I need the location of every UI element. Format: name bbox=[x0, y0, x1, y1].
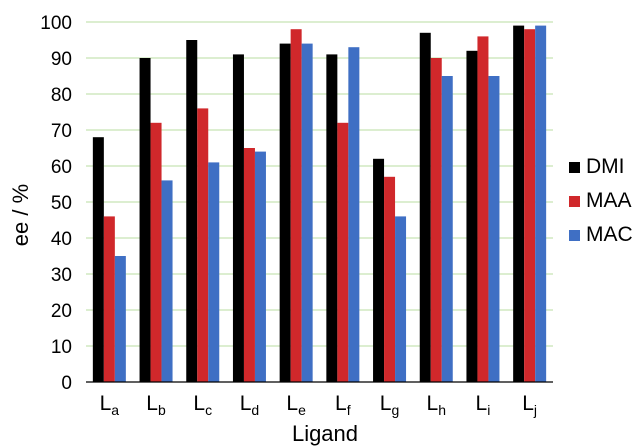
x-tick-subscript: e bbox=[298, 402, 306, 418]
x-tick-main: L bbox=[193, 392, 205, 415]
x-tick-subscript: g bbox=[391, 402, 399, 418]
y-axis-title: ee / % bbox=[8, 184, 33, 246]
bar-mac-i bbox=[488, 76, 500, 382]
y-tick-label: 70 bbox=[51, 121, 72, 142]
bar-maa-g bbox=[384, 176, 396, 382]
y-tick-label: 20 bbox=[51, 301, 72, 322]
x-tick-label: Ld bbox=[240, 392, 259, 418]
x-tick-subscript: i bbox=[487, 402, 490, 418]
bar-dmi-a bbox=[92, 137, 104, 382]
bar-mac-e bbox=[301, 43, 313, 382]
bar-mac-g bbox=[395, 216, 407, 382]
bar-dmi-c bbox=[186, 40, 198, 382]
x-tick-label: Lb bbox=[146, 392, 166, 418]
legend-swatch-maa bbox=[569, 196, 580, 207]
bar-dmi-d bbox=[232, 54, 244, 383]
bar-dmi-b bbox=[139, 58, 151, 382]
legend-swatch-dmi bbox=[569, 162, 580, 173]
x-tick-main: L bbox=[146, 392, 158, 415]
x-tick-main: L bbox=[335, 392, 347, 415]
legend-label-mac: MAC bbox=[586, 223, 633, 246]
bar-dmi-j bbox=[513, 25, 525, 382]
bar-maa-e bbox=[290, 29, 302, 382]
bar-dmi-h bbox=[419, 32, 431, 383]
bar-dmi-i bbox=[466, 50, 478, 383]
bars bbox=[92, 25, 547, 383]
legend-label-dmi: DMI bbox=[586, 155, 625, 178]
bar-maa-b bbox=[150, 122, 162, 383]
x-axis-title: Ligand bbox=[292, 421, 358, 446]
x-tick-subscript: j bbox=[533, 402, 537, 418]
legend-swatch-mac bbox=[569, 230, 580, 241]
x-tick-main: L bbox=[240, 392, 252, 415]
bar-maa-f bbox=[337, 122, 349, 383]
y-tick-label: 40 bbox=[51, 229, 72, 250]
x-tick-subscript: d bbox=[251, 402, 259, 418]
x-tick-subscript: h bbox=[438, 402, 446, 418]
bar-dmi-g bbox=[373, 158, 385, 382]
y-tick-label: 90 bbox=[51, 49, 72, 70]
x-tick-label: Li bbox=[476, 392, 491, 418]
bar-dmi-f bbox=[326, 54, 338, 383]
x-tick-subscript: b bbox=[158, 402, 166, 418]
y-tick-label: 100 bbox=[40, 13, 72, 34]
y-tick-label: 30 bbox=[51, 265, 72, 286]
bar-mac-f bbox=[348, 47, 360, 382]
y-tick-label: 50 bbox=[51, 193, 72, 214]
y-tick-label: 10 bbox=[51, 337, 72, 358]
x-tick-main: L bbox=[522, 392, 534, 415]
legend-label-maa: MAA bbox=[586, 189, 632, 212]
x-tick-main: L bbox=[427, 392, 439, 415]
bar-maa-j bbox=[524, 29, 536, 382]
x-tick-label: Lc bbox=[193, 392, 212, 418]
bar-maa-d bbox=[243, 148, 255, 382]
x-tick-label: Lf bbox=[335, 392, 351, 418]
bar-maa-c bbox=[197, 108, 209, 383]
x-tick-main: L bbox=[286, 392, 298, 415]
bar-maa-a bbox=[103, 216, 115, 382]
x-tick-subscript: f bbox=[347, 402, 351, 418]
x-tick-main: L bbox=[380, 392, 392, 415]
y-tick-label: 80 bbox=[51, 85, 72, 106]
bar-mac-h bbox=[441, 76, 453, 382]
bar-dmi-e bbox=[279, 43, 291, 382]
x-tick-subscript: a bbox=[111, 402, 119, 418]
bar-mac-c bbox=[208, 162, 220, 382]
y-tick-label: 0 bbox=[61, 373, 72, 394]
y-tick-label: 60 bbox=[51, 157, 72, 178]
x-tick-label: Lg bbox=[380, 392, 399, 418]
legend: DMI MAA MAC bbox=[569, 155, 633, 246]
x-tick-main: L bbox=[476, 392, 488, 415]
bar-mac-a bbox=[114, 256, 126, 382]
bar-mac-j bbox=[535, 25, 547, 382]
bar-maa-i bbox=[477, 36, 489, 383]
x-tick-label: Lj bbox=[522, 392, 537, 418]
x-tick-subscript: c bbox=[205, 402, 212, 418]
x-tick-main: L bbox=[100, 392, 112, 415]
bar-maa-h bbox=[430, 58, 442, 382]
x-tick-label: La bbox=[100, 392, 120, 418]
bar-mac-b bbox=[161, 180, 173, 382]
bar-mac-d bbox=[254, 151, 266, 382]
x-tick-label: Lh bbox=[427, 392, 446, 418]
x-tick-label: Le bbox=[286, 392, 306, 418]
